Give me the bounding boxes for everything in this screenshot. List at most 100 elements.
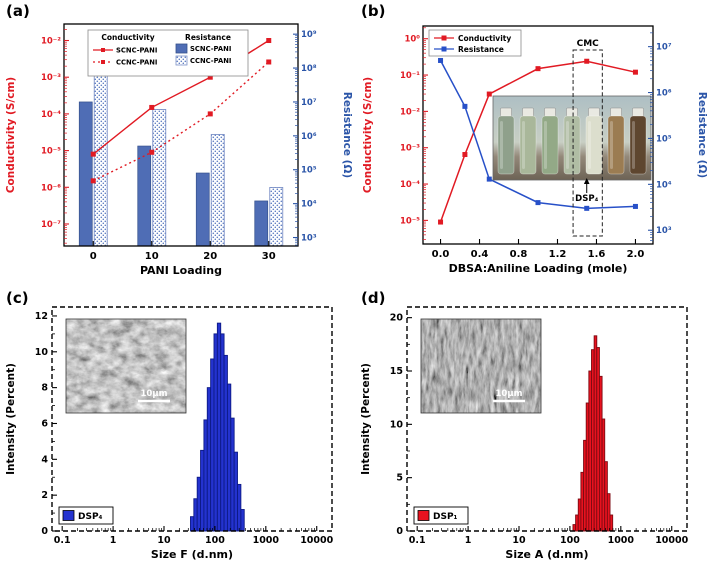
svg-text:10: 10 <box>512 535 526 546</box>
svg-text:10µm: 10µm <box>496 389 523 399</box>
panel-label-d: (d) <box>361 289 386 307</box>
svg-text:10⁻²: 10⁻² <box>41 37 61 47</box>
svg-text:10⁰: 10⁰ <box>404 35 420 45</box>
svg-text:10⁻³: 10⁻³ <box>400 144 420 154</box>
svg-text:10⁷: 10⁷ <box>656 43 672 53</box>
svg-text:Conductivity (S/cm): Conductivity (S/cm) <box>5 77 17 193</box>
svg-text:0.8: 0.8 <box>510 249 528 260</box>
legend: DSP₄ <box>58 506 114 525</box>
panel-label-b: (b) <box>361 2 386 20</box>
svg-text:1.2: 1.2 <box>549 249 567 260</box>
svg-text:10⁻¹: 10⁻¹ <box>400 71 420 81</box>
axis-titles: Conductivity (S/cm) Resistance (Ω) DBSA:An… <box>362 77 708 275</box>
axes: 0 5 10 15 20 0.1 1 10 100 1000 10000 <box>390 306 689 546</box>
sem-inset: 10µm <box>420 318 542 414</box>
svg-text:Size A (d.nm): Size A (d.nm) <box>505 548 588 561</box>
svg-text:SCNC-PANI: SCNC-PANI <box>116 47 157 55</box>
svg-text:10⁵: 10⁵ <box>301 166 317 176</box>
svg-text:1000: 1000 <box>608 535 635 546</box>
svg-text:30: 30 <box>262 251 276 262</box>
axis-titles: Intensity (Percent) Size F (d.nm) <box>5 363 233 561</box>
svg-text:Resistance (Ω): Resistance (Ω) <box>696 92 708 178</box>
svg-text:8: 8 <box>41 383 48 394</box>
panel-d: 10µm 0 5 10 15 20 0.1 1 10 100 1000 10000 DSP₁ Intens… <box>355 287 710 574</box>
svg-text:CMC: CMC <box>577 39 600 49</box>
svg-text:0: 0 <box>41 526 48 537</box>
svg-text:PANI Loading: PANI Loading <box>140 264 222 277</box>
svg-text:10⁻⁶: 10⁻⁶ <box>41 183 61 193</box>
svg-text:1000: 1000 <box>253 535 280 546</box>
svg-text:10⁻³: 10⁻³ <box>41 73 61 83</box>
histogram-bars <box>190 322 245 532</box>
chart-b-conductivity-resistance-vs-dbsa-loading: CMC DSP₄ 10⁰ 10⁻¹ 10⁻² 10⁻³ 10⁻⁴ 10⁻⁵ 10⁷ 10⁶ 10⁵ 1… <box>362 25 708 275</box>
svg-text:10⁻⁵: 10⁻⁵ <box>41 147 61 157</box>
panel-label-c: (c) <box>6 289 29 307</box>
axis-titles: Intensity (Percent) Size A (d.nm) <box>360 363 589 561</box>
svg-text:2: 2 <box>41 490 48 501</box>
svg-text:12: 12 <box>35 311 48 322</box>
svg-text:10µm: 10µm <box>141 389 168 399</box>
svg-text:10⁶: 10⁶ <box>301 132 317 142</box>
svg-text:5: 5 <box>396 473 403 484</box>
svg-text:0: 0 <box>396 526 403 537</box>
svg-text:4: 4 <box>41 454 48 465</box>
svg-text:2.0: 2.0 <box>627 249 645 260</box>
svg-text:10000: 10000 <box>300 535 333 546</box>
svg-text:100: 100 <box>560 535 580 546</box>
axes: 10⁰ 10⁻¹ 10⁻² 10⁻³ 10⁻⁴ 10⁻⁵ 10⁷ 10⁶ 10⁵ 10⁴ 10³ 0.… <box>400 25 672 260</box>
svg-text:0.4: 0.4 <box>471 249 489 260</box>
svg-text:10³: 10³ <box>301 234 317 244</box>
legend: Conductivity Resistance SCNC-PANI CCNC-PANI… <box>87 29 249 77</box>
svg-text:DSP₄: DSP₄ <box>78 512 103 522</box>
svg-text:Intensity (Percent): Intensity (Percent) <box>5 363 17 475</box>
svg-text:10⁻⁴: 10⁻⁴ <box>400 180 420 190</box>
panel-label-a: (a) <box>6 2 30 20</box>
histogram-bars <box>572 335 614 532</box>
svg-text:10⁴: 10⁴ <box>656 180 672 190</box>
legend: Conductivity Resistance <box>428 29 522 57</box>
svg-text:10⁻⁴: 10⁻⁴ <box>41 110 61 120</box>
svg-text:1.6: 1.6 <box>588 249 606 260</box>
svg-text:DSP₄: DSP₄ <box>575 194 598 204</box>
svg-text:10⁹: 10⁹ <box>301 30 317 40</box>
svg-text:6: 6 <box>41 418 48 429</box>
svg-text:10: 10 <box>35 347 49 358</box>
svg-text:DSP₁: DSP₁ <box>433 512 458 522</box>
svg-text:10⁸: 10⁸ <box>301 64 317 74</box>
svg-text:CCNC-PANI: CCNC-PANI <box>190 57 231 65</box>
svg-text:Intensity (Percent): Intensity (Percent) <box>360 363 372 475</box>
svg-text:100: 100 <box>205 535 225 546</box>
panel-c: 10µm 0 2 4 6 8 10 12 0.1 1 10 100 1000 10000 DSP₄ Inten… <box>0 287 355 574</box>
svg-text:20: 20 <box>390 313 404 324</box>
sem-inset: 10µm <box>65 318 187 414</box>
svg-text:0.0: 0.0 <box>432 249 450 260</box>
svg-text:SCNC-PANI: SCNC-PANI <box>190 45 231 53</box>
svg-text:10⁴: 10⁴ <box>301 200 317 210</box>
svg-text:Conductivity: Conductivity <box>458 34 511 43</box>
svg-text:20: 20 <box>203 251 217 262</box>
chart-a-conductivity-resistance-vs-pani-loading: 10⁻⁷ 10⁻⁶ 10⁻⁵ 10⁻⁴ 10⁻³ 10⁻² 10³ 10⁴ 10⁵ 10⁶ 10⁷ 1… <box>5 23 353 277</box>
svg-text:10⁻⁵: 10⁻⁵ <box>400 216 420 226</box>
legend: DSP₁ <box>413 506 469 525</box>
svg-text:10⁵: 10⁵ <box>656 134 672 144</box>
vial-photo-inset <box>492 95 652 181</box>
svg-text:10⁶: 10⁶ <box>656 89 672 99</box>
svg-text:15: 15 <box>390 366 403 377</box>
svg-text:10⁷: 10⁷ <box>301 98 317 108</box>
svg-text:10: 10 <box>145 251 159 262</box>
svg-text:Resistance: Resistance <box>458 45 504 54</box>
svg-text:CCNC-PANI: CCNC-PANI <box>116 59 157 67</box>
series-lines <box>438 57 638 225</box>
svg-text:10⁻²: 10⁻² <box>400 107 420 117</box>
svg-text:1: 1 <box>465 535 472 546</box>
axes: 10⁻⁷ 10⁻⁶ 10⁻⁵ 10⁻⁴ 10⁻³ 10⁻² 10³ 10⁴ 10⁵ 10⁶ 10⁷ 1… <box>41 23 317 262</box>
svg-text:10: 10 <box>157 535 171 546</box>
svg-text:1: 1 <box>110 535 117 546</box>
svg-text:0.1: 0.1 <box>409 535 426 546</box>
svg-text:Conductivity (S/cm): Conductivity (S/cm) <box>362 77 374 193</box>
svg-text:Resistance: Resistance <box>185 33 231 42</box>
svg-text:Resistance (Ω): Resistance (Ω) <box>341 92 353 178</box>
